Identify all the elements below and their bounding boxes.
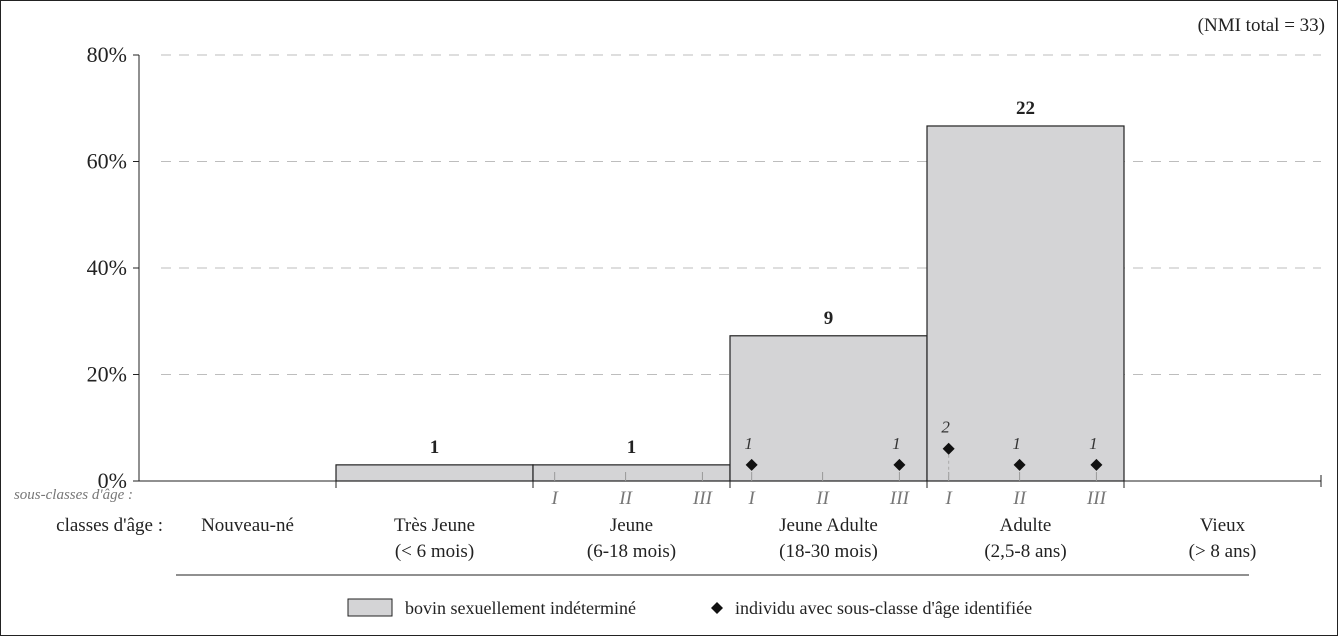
y-tick-label: 60% <box>87 149 127 174</box>
subclass-label: I <box>748 488 757 509</box>
class-range-label: (6-18 mois) <box>587 541 676 562</box>
bar <box>335 464 534 482</box>
class-range-label: (2,5-8 ans) <box>984 541 1066 562</box>
subclass-label: II <box>1012 488 1027 509</box>
individual-diamond-marker <box>942 442 955 455</box>
subclass-label: I <box>551 488 560 509</box>
class-name-label: Nouveau-né <box>201 515 294 536</box>
individual-count-label: 1 <box>892 434 901 453</box>
class-name-label: Jeune Adulte <box>779 515 878 536</box>
nmi-total-note: (NMI total = 33) <box>1198 15 1325 36</box>
individual-diamond-marker <box>745 458 758 471</box>
class-range-label: (> 8 ans) <box>1189 541 1257 562</box>
subclass-label: III <box>1086 488 1108 509</box>
class-name-label: Adulte <box>1000 515 1052 536</box>
legend-diamond-icon <box>711 602 723 614</box>
individual-count-label: 2 <box>941 418 950 437</box>
legend-label-bovin: bovin sexuellement indéterminé <box>405 598 636 618</box>
bar <box>729 335 928 482</box>
bar-count-label: 22 <box>1016 98 1035 119</box>
class-range-label: (< 6 mois) <box>395 541 474 562</box>
individual-count-label: 1 <box>744 434 753 453</box>
individual-diamond-marker <box>1090 458 1103 471</box>
y-tick-label: 0% <box>98 468 127 493</box>
bar-count-label: 1 <box>627 437 637 458</box>
class-row-label: classes d'âge : <box>56 515 163 536</box>
class-name-label: Très Jeune <box>394 515 475 536</box>
bar-count-label: 1 <box>430 437 440 458</box>
subclass-label: II <box>815 488 830 509</box>
y-tick-label: 40% <box>87 255 127 280</box>
legend-label-individual: individu avec sous-classe d'âge identifi… <box>735 598 1032 618</box>
subclass-label: II <box>618 488 633 509</box>
individual-diamond-marker <box>1013 458 1026 471</box>
subclass-label: III <box>889 488 911 509</box>
bar-count-label: 9 <box>824 308 834 329</box>
y-tick-label: 20% <box>87 362 127 387</box>
bar <box>532 464 731 482</box>
individual-count-label: 1 <box>1089 434 1098 453</box>
class-range-label: (18-30 mois) <box>779 541 878 562</box>
subclass-label: I <box>945 488 954 509</box>
legend-box-swatch <box>347 598 393 617</box>
subclass-label: III <box>692 488 714 509</box>
individual-count-label: 1 <box>1012 434 1021 453</box>
bar <box>926 125 1125 482</box>
y-tick-label: 80% <box>87 42 127 67</box>
individual-diamond-marker <box>893 458 906 471</box>
class-name-label: Jeune <box>610 515 653 536</box>
subclass-row-label: sous-classes d'âge : <box>14 487 133 503</box>
class-name-label: Vieux <box>1200 515 1246 536</box>
